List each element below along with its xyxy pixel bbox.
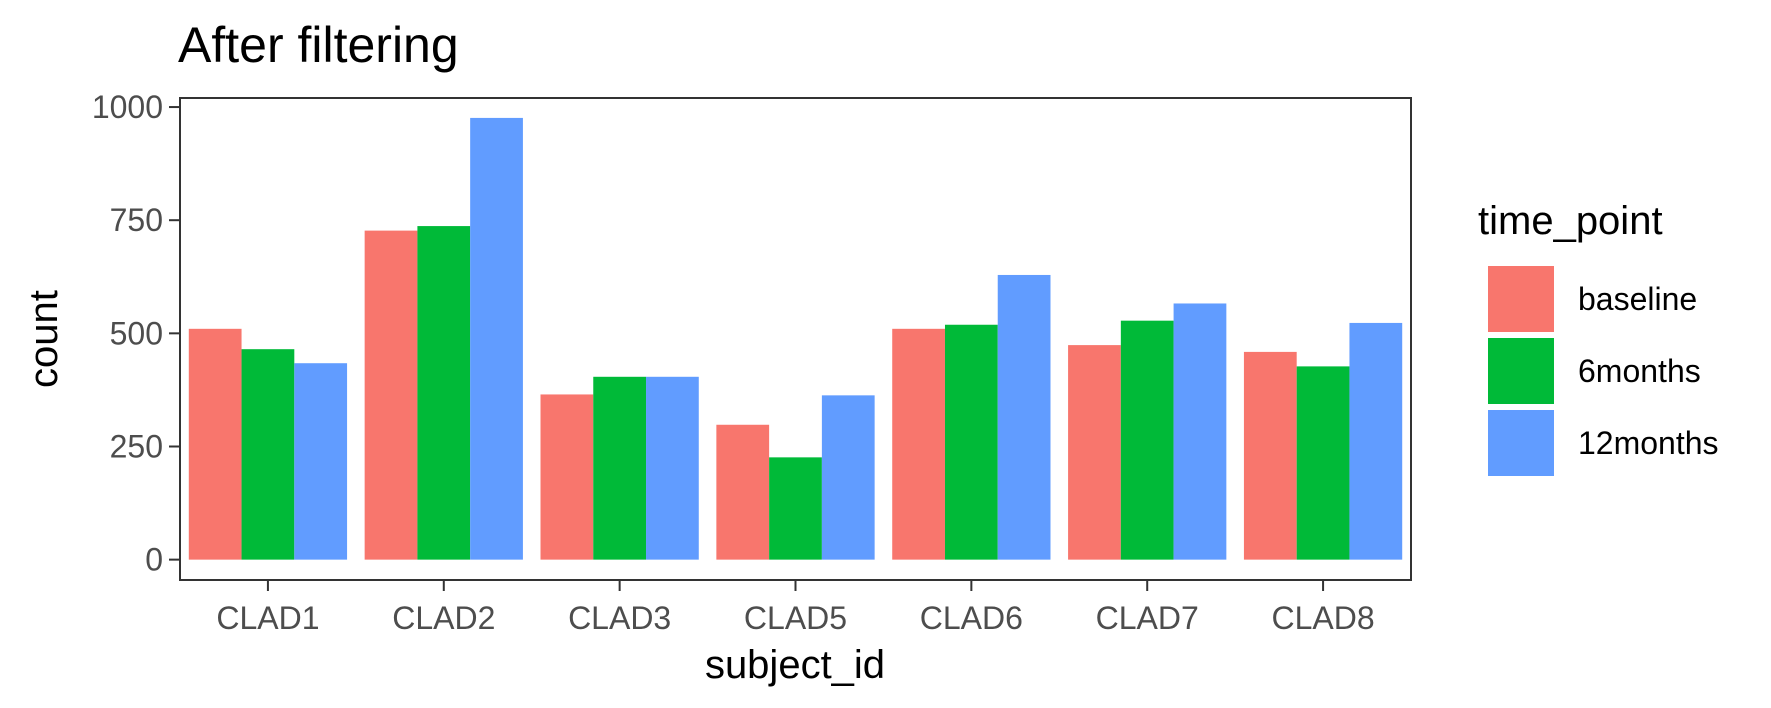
bar-clad1-baseline	[188, 328, 242, 560]
legend-label-6months: 6months	[1578, 353, 1701, 389]
bar-clad7-6months	[1120, 320, 1174, 560]
bar-clad2-baseline	[364, 230, 418, 560]
x-tick-label: CLAD7	[1096, 600, 1199, 636]
x-tick-label: CLAD2	[392, 600, 495, 636]
bar-clad7-baseline	[1068, 345, 1121, 560]
legend-label-12months: 12months	[1578, 425, 1719, 461]
y-tick-label: 0	[145, 542, 163, 578]
legend-key-6months	[1488, 338, 1554, 404]
bar-clad1-12months	[294, 363, 348, 560]
legend: time_point baseline 6months 12months	[1478, 199, 1719, 476]
bar-clad6-6months	[944, 324, 998, 560]
legend-title: time_point	[1478, 199, 1663, 243]
y-tick-label: 1000	[92, 89, 163, 125]
bar-clad6-baseline	[892, 328, 945, 560]
x-axis-title: subject_id	[705, 643, 885, 687]
y-tick-label: 500	[110, 315, 163, 351]
bar-clad6-12months	[997, 274, 1051, 560]
bar-clad8-6months	[1296, 366, 1350, 560]
legend-key-baseline	[1488, 266, 1554, 332]
x-tick-label: CLAD6	[920, 600, 1023, 636]
bar-clad8-baseline	[1243, 351, 1297, 560]
x-tick-label: CLAD1	[216, 600, 319, 636]
bar-clad2-6months	[417, 226, 471, 560]
bar-clad2-12months	[470, 117, 523, 560]
y-axis-title: count	[22, 290, 66, 388]
bar-clad3-6months	[593, 376, 647, 560]
legend-label-baseline: baseline	[1578, 281, 1697, 317]
bar-clad8-12months	[1349, 322, 1403, 560]
y-tick-label: 250	[110, 428, 163, 464]
legend-key-12months	[1488, 410, 1554, 476]
bar-clad3-baseline	[540, 394, 594, 560]
bars-group	[188, 117, 1403, 560]
bar-clad1-6months	[241, 349, 295, 560]
x-tick-label: CLAD5	[744, 600, 847, 636]
x-tick-label: CLAD8	[1271, 600, 1374, 636]
bar-clad7-12months	[1173, 303, 1227, 560]
bar-clad5-12months	[821, 395, 875, 560]
bar-clad5-baseline	[716, 424, 770, 560]
chart-title: After filtering	[178, 17, 459, 73]
y-tick-label: 750	[110, 202, 163, 238]
x-axis: CLAD1 CLAD2 CLAD3 CLAD5 CLAD6 CLAD7 CLAD8	[216, 580, 1375, 636]
y-axis: 0 250 500 750 1000	[92, 89, 180, 578]
x-tick-label: CLAD3	[568, 600, 671, 636]
bar-clad5-6months	[769, 457, 822, 560]
bar-clad3-12months	[646, 376, 699, 560]
